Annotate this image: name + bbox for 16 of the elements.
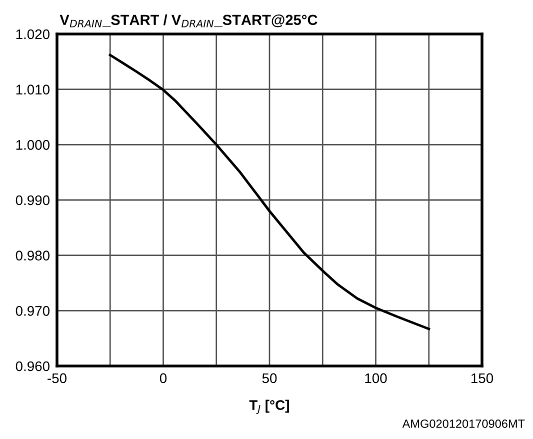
y-tick-label: 0.980: [16, 250, 50, 261]
y-tick-label: 1.000: [16, 140, 50, 150]
x-tick-label: 150: [471, 373, 494, 384]
x-tick-label: -50: [48, 373, 66, 384]
y-axis-title: V$_{DRAIN}$_START / V$_{DRAIN}$_START@25°C: [60, 14, 318, 28]
x-tick-label: 0: [160, 373, 167, 384]
x-axis-title: T$_{J}$ [°C]: [249, 400, 289, 414]
line-series: [108, 54, 430, 330]
y-tick-label: 0.960: [16, 361, 50, 372]
x-tick-label: 100: [365, 373, 387, 384]
x-tick-label: 50: [262, 373, 277, 384]
text: AMG020120170906MT: [402, 420, 525, 428]
y-tick-label: 1.020: [16, 29, 50, 40]
y-tick-label: 1.010: [16, 84, 50, 95]
y-tick-label: 0.990: [16, 195, 50, 206]
y-tick-label: 0.970: [16, 306, 50, 316]
